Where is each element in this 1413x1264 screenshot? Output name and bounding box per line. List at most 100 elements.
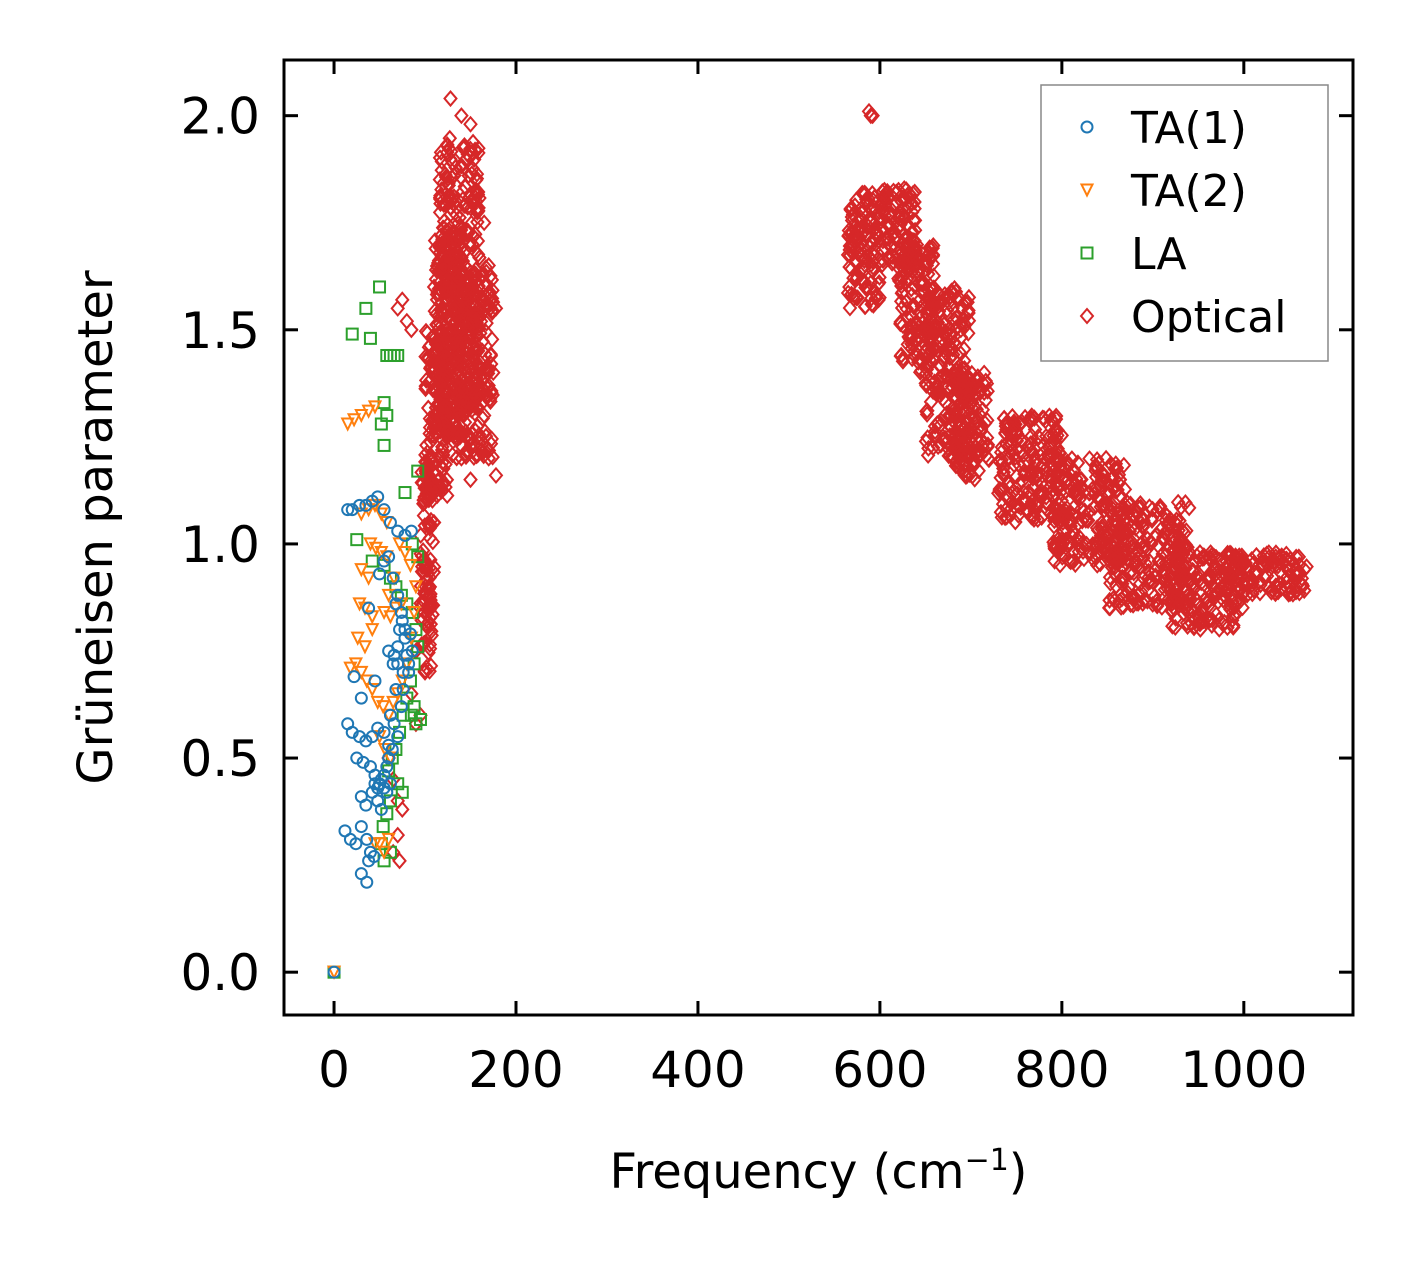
data-point-la bbox=[377, 438, 391, 452]
data-point-la bbox=[391, 348, 405, 362]
data-point-optical bbox=[1085, 535, 1101, 553]
data-point-optical bbox=[426, 513, 442, 532]
data-point-optical bbox=[435, 230, 450, 248]
data-point-optical bbox=[1004, 426, 1020, 444]
data-point-optical bbox=[434, 475, 450, 493]
x-tick-label: 1000 bbox=[1180, 1041, 1307, 1099]
data-point-la bbox=[376, 820, 390, 834]
data-point-ta1 bbox=[354, 820, 368, 834]
data-point-optical bbox=[1269, 577, 1285, 595]
data-point-optical bbox=[1114, 568, 1130, 586]
data-point-optical bbox=[447, 419, 463, 437]
data-point-optical bbox=[467, 141, 483, 159]
data-point-optical bbox=[483, 267, 498, 285]
data-point-optical bbox=[1096, 467, 1112, 485]
data-point-ta1 bbox=[353, 498, 367, 512]
data-point-la bbox=[350, 533, 364, 547]
data-point-optical bbox=[1228, 559, 1244, 577]
data-point-optical bbox=[969, 378, 985, 396]
data-point-optical bbox=[1014, 412, 1029, 431]
data-point-optical bbox=[956, 315, 972, 333]
data-point-optical bbox=[1191, 605, 1207, 623]
data-point-optical bbox=[449, 281, 465, 299]
data-point-ta2 bbox=[408, 580, 424, 595]
data-point-optical bbox=[465, 133, 481, 151]
data-point-optical bbox=[1259, 578, 1275, 596]
data-point-optical bbox=[385, 843, 401, 861]
data-point-ta2 bbox=[352, 597, 367, 612]
data-point-optical bbox=[857, 298, 873, 316]
data-point-optical bbox=[945, 283, 960, 301]
data-point-ta1 bbox=[380, 760, 394, 774]
data-point-optical bbox=[428, 423, 444, 441]
data-point-optical bbox=[1098, 472, 1114, 490]
data-point-optical bbox=[436, 474, 452, 492]
data-point-optical bbox=[1164, 564, 1180, 582]
data-point-ta1 bbox=[391, 730, 405, 744]
data-point-optical bbox=[911, 265, 926, 283]
data-point-optical bbox=[907, 238, 923, 256]
data-point-optical bbox=[980, 382, 995, 400]
data-point-optical bbox=[414, 558, 430, 576]
data-point-optical bbox=[844, 285, 859, 303]
data-point-optical bbox=[1079, 535, 1094, 553]
data-point-optical bbox=[1080, 512, 1096, 530]
data-point-optical bbox=[978, 372, 994, 390]
data-point-optical bbox=[1013, 499, 1029, 517]
data-point-optical bbox=[1282, 578, 1298, 596]
data-point-optical bbox=[965, 407, 981, 426]
data-point-ta2 bbox=[374, 507, 389, 522]
data-point-optical bbox=[458, 352, 474, 370]
data-point-ta1 bbox=[368, 777, 382, 791]
data-point-optical bbox=[1034, 466, 1050, 485]
legend-marker-ta1 bbox=[1080, 120, 1094, 134]
data-point-ta2 bbox=[346, 413, 362, 428]
data-point-optical bbox=[1186, 562, 1201, 580]
data-point-optical bbox=[1105, 469, 1120, 488]
data-point-optical bbox=[1048, 443, 1063, 461]
data-point-ta1 bbox=[386, 571, 400, 585]
data-point-optical bbox=[479, 314, 494, 332]
data-point-optical bbox=[842, 258, 857, 276]
data-point-optical bbox=[481, 257, 497, 275]
data-point-ta1 bbox=[389, 597, 403, 611]
data-point-optical bbox=[875, 232, 891, 250]
data-point-optical bbox=[434, 152, 450, 171]
data-point-optical bbox=[925, 239, 940, 257]
data-point-optical bbox=[898, 256, 913, 274]
data-point-la bbox=[359, 301, 373, 315]
data-point-optical bbox=[1082, 450, 1097, 468]
data-point-optical bbox=[859, 228, 874, 246]
data-point-optical bbox=[933, 319, 948, 337]
data-point-ta1 bbox=[374, 802, 388, 816]
data-point-ta2 bbox=[367, 400, 383, 415]
data-point-optical bbox=[1111, 531, 1126, 549]
data-point-optical bbox=[993, 503, 1009, 521]
data-point-optical bbox=[1219, 546, 1234, 564]
data-point-optical bbox=[960, 293, 975, 311]
data-point-optical bbox=[484, 303, 500, 321]
data-point-optical bbox=[930, 313, 946, 331]
data-point-ta1 bbox=[377, 725, 391, 739]
data-point-optical bbox=[1002, 507, 1018, 525]
data-point-optical bbox=[1165, 617, 1180, 635]
data-point-ta1 bbox=[383, 777, 397, 791]
data-point-optical bbox=[872, 268, 887, 286]
data-point-ta2 bbox=[406, 605, 422, 621]
data-point-optical bbox=[469, 311, 484, 329]
data-point-optical bbox=[865, 107, 880, 125]
data-point-optical bbox=[1046, 533, 1061, 551]
data-point-optical bbox=[1012, 475, 1027, 493]
data-point-optical bbox=[1120, 494, 1135, 512]
series-optical bbox=[381, 90, 1314, 870]
data-point-optical bbox=[1211, 620, 1227, 638]
data-point-optical bbox=[1129, 594, 1145, 612]
data-point-optical bbox=[1235, 575, 1251, 593]
data-point-optical bbox=[1221, 580, 1236, 598]
data-point-ta2 bbox=[376, 700, 391, 715]
data-point-optical bbox=[1065, 553, 1081, 571]
data-point-optical bbox=[943, 287, 958, 305]
data-point-optical bbox=[1046, 463, 1061, 481]
data-point-optical bbox=[1105, 506, 1120, 524]
data-point-ta1 bbox=[402, 665, 416, 679]
